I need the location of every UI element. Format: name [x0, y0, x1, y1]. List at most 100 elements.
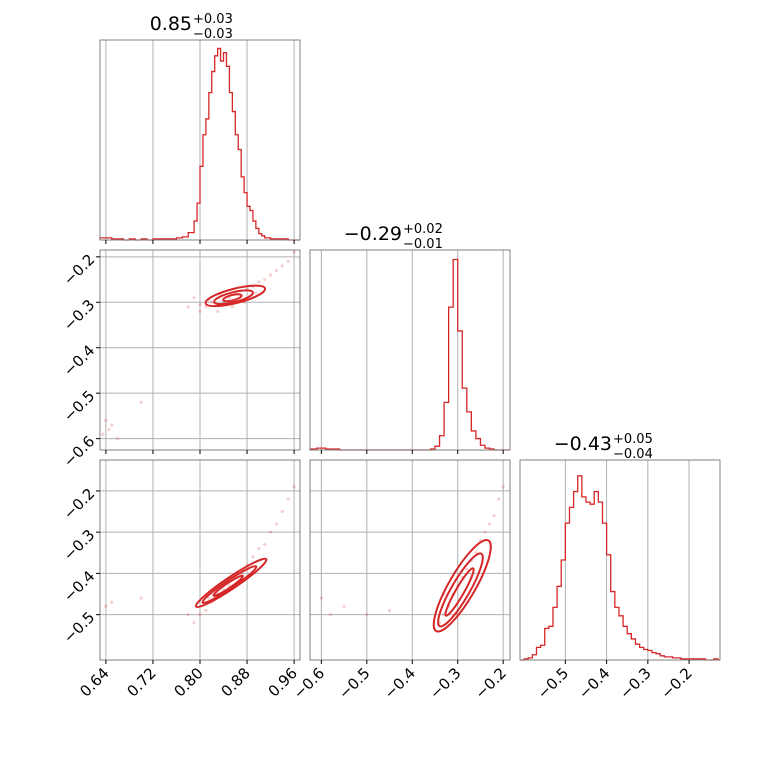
hist-panel-1: −0.29 +0.02−0.01: [309, 222, 511, 454]
gridlines: [100, 460, 300, 660]
sample-point: [328, 613, 333, 617]
sample-point: [204, 608, 208, 613]
sample-point: [110, 423, 114, 427]
contour-level: [212, 574, 244, 597]
panel-content: [101, 250, 296, 441]
x-tick-label: −0.5: [335, 664, 373, 702]
sample-point: [198, 613, 202, 617]
sample-point: [497, 497, 501, 501]
sample-point: [139, 400, 143, 404]
param-title-2: −0.43 +0.05−0.04: [554, 432, 653, 462]
hist-panel-2: −0.43 +0.05−0.04: [519, 432, 721, 664]
sample-point: [186, 613, 190, 617]
panel-content: [104, 485, 296, 625]
panel-bg: [520, 460, 720, 660]
sample-point: [204, 305, 208, 309]
title-value: 0.85: [150, 13, 192, 35]
sample-point: [104, 418, 108, 423]
sample-point: [110, 600, 114, 604]
x-tick-label: −0.3: [616, 664, 654, 702]
y-tick-label: −0.4: [60, 567, 98, 605]
contour-level: [222, 293, 243, 303]
panel-content: [319, 485, 505, 633]
sample-point: [263, 542, 267, 547]
sample-point: [198, 309, 202, 313]
title-minus: −0.01: [403, 237, 443, 252]
title-plus: +0.02: [403, 222, 443, 237]
sample-point: [280, 264, 284, 268]
gridlines: [320, 250, 504, 450]
param-title-0: 0.85 +0.03−0.03: [150, 12, 233, 42]
sample-point: [286, 497, 290, 501]
y-tick-label: −0.3: [60, 296, 98, 334]
x-tick-label: 0.64: [76, 664, 112, 700]
x-tick-label: −0.2: [657, 664, 695, 702]
sample-point: [286, 259, 290, 263]
sample-point: [342, 604, 346, 608]
y-tick-label: −0.3: [60, 526, 98, 564]
sample-point: [251, 555, 255, 559]
sample-point: [292, 250, 296, 254]
x-tick-label: −0.2: [472, 664, 510, 702]
sample-point: [280, 509, 284, 514]
contour-level: [213, 289, 254, 306]
x-tick-label: 0.80: [170, 664, 206, 700]
sample-point: [198, 302, 202, 307]
x-tick-label: −0.4: [381, 664, 419, 702]
sample-point: [274, 522, 279, 526]
title-value: −0.43: [554, 433, 612, 455]
2d-panel-2-0: −0.5−0.4−0.3−0.2: [60, 459, 301, 664]
hist-panel-0: 0.85 +0.03−0.03: [99, 12, 301, 244]
sample-point: [207, 596, 211, 600]
2d-panel-2-1: [309, 459, 511, 664]
sample-point: [257, 547, 261, 551]
contour-level: [437, 552, 484, 628]
panel-frame: [309, 249, 511, 451]
panel-bg: [310, 250, 510, 450]
contour-level: [444, 567, 475, 617]
sample-point: [487, 522, 492, 526]
sample-point: [292, 485, 296, 489]
sample-point: [107, 427, 111, 432]
y-tick-label: −0.5: [60, 608, 98, 646]
x-tick-label: 0.88: [218, 664, 254, 700]
title-minus: −0.04: [613, 447, 653, 462]
sample-point: [268, 273, 273, 277]
y-tick-label: −0.2: [60, 250, 98, 288]
sample-point: [104, 604, 108, 608]
x-tick-label: −0.4: [575, 664, 613, 702]
sample-point: [501, 485, 505, 489]
sample-point: [268, 530, 273, 534]
sample-point: [216, 309, 220, 313]
contour-level: [194, 557, 268, 609]
contour-level: [201, 565, 258, 604]
2d-panel-1-0: −0.6 −0.5 −0.4 −0.3 −0.2: [60, 249, 301, 471]
sample-point: [465, 567, 469, 571]
sample-point: [101, 432, 105, 436]
sample-point: [257, 280, 261, 284]
y-tick-label: −0.6: [60, 432, 98, 470]
gridlines: [310, 460, 510, 660]
x-tick-label: −0.5: [534, 664, 572, 702]
x-tick-label: −0.6: [290, 664, 328, 702]
sample-point: [254, 291, 258, 295]
sample-point: [116, 437, 120, 441]
sample-point: [492, 514, 496, 518]
contour-level: [432, 539, 492, 633]
gridlines: [100, 250, 300, 450]
contour-level: [204, 284, 267, 308]
histogram-line: [99, 47, 300, 241]
panel-frame: [309, 459, 511, 661]
sample-point: [230, 305, 234, 309]
x-tick-label: 0.72: [123, 664, 159, 700]
y-tick-label: −0.5: [60, 387, 98, 425]
panel-frame: [519, 459, 721, 661]
panel-bg: [310, 460, 510, 660]
sample-point: [186, 305, 190, 309]
sample-point: [483, 530, 487, 534]
y-tick-label: −0.2: [60, 485, 98, 523]
title-minus: −0.03: [193, 27, 233, 42]
histogram-line: [520, 475, 720, 661]
title-value: −0.29: [344, 223, 402, 245]
